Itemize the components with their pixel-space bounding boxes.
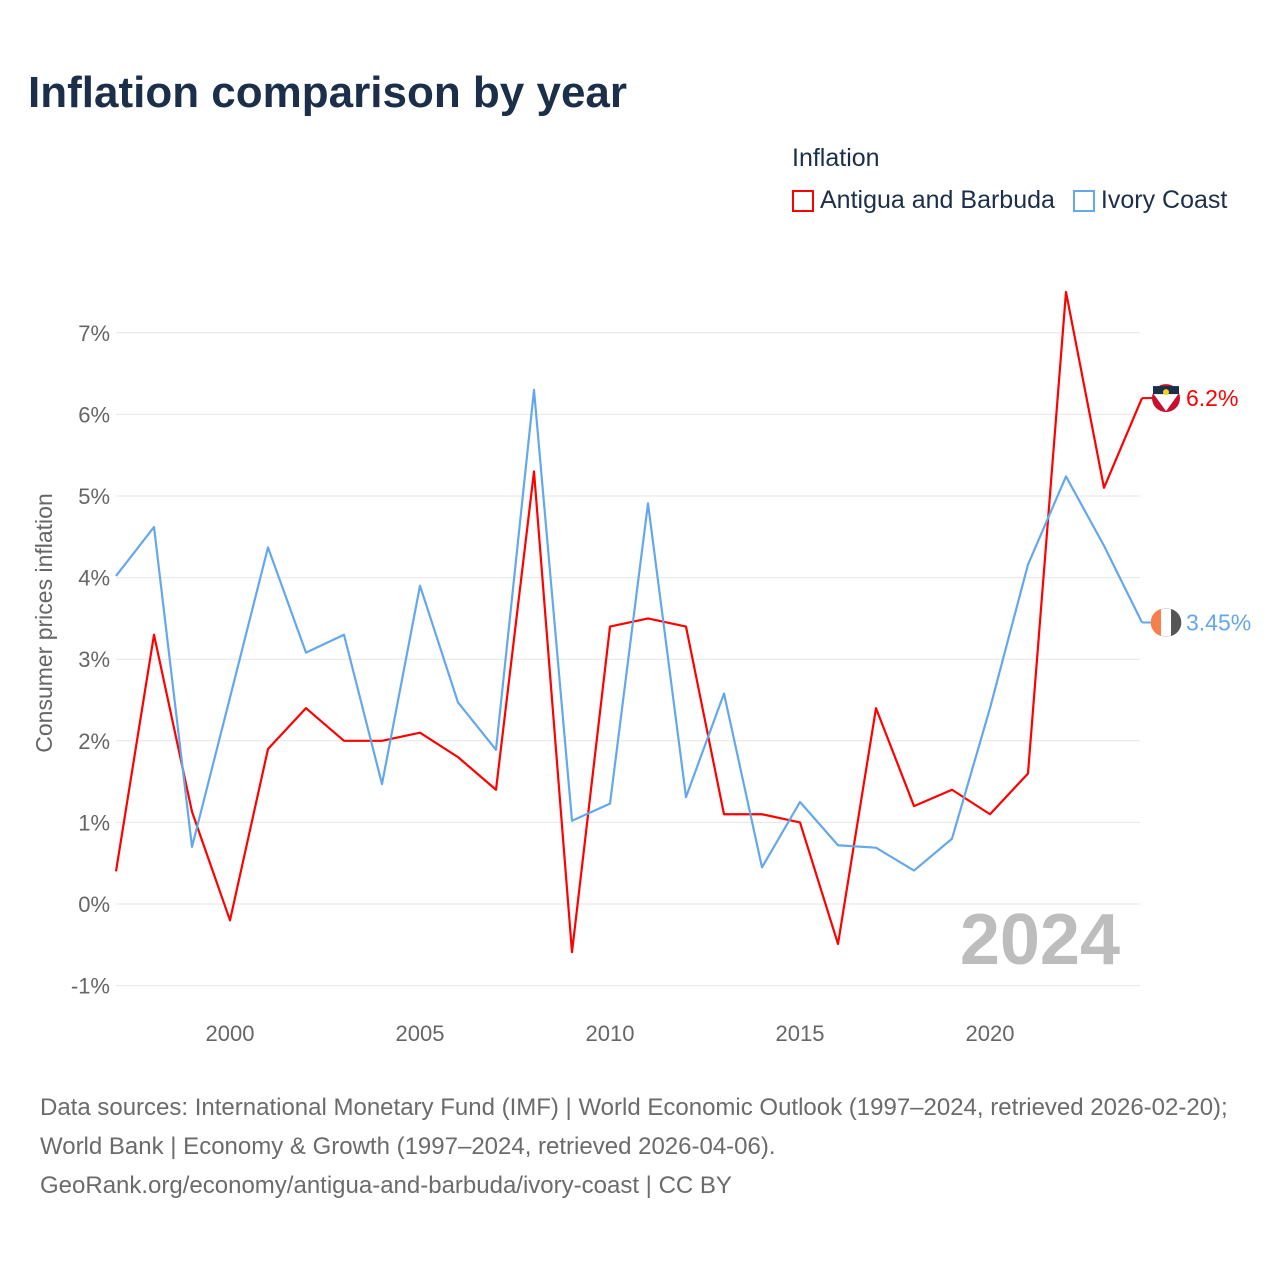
year-watermark: 2024 xyxy=(960,900,1120,980)
y-tick-label: 3% xyxy=(78,647,110,672)
series-line-antigua xyxy=(114,290,1144,954)
legend-swatch-ivory-coast xyxy=(1072,189,1095,212)
legend: Antigua and Barbuda Ivory Coast xyxy=(792,186,1227,215)
source-link[interactable]: GeoRank.org/economy/antigua-and-barbuda/… xyxy=(40,1172,732,1199)
end-value-label: 6.2% xyxy=(1186,385,1238,411)
legend-item-antigua[interactable]: Antigua and Barbuda xyxy=(792,186,1055,215)
y-tick-label: 2% xyxy=(78,729,110,754)
series-line-ivory-coast xyxy=(115,388,1143,872)
y-tick-label: 1% xyxy=(78,810,110,835)
legend-label: Ivory Coast xyxy=(1100,186,1228,214)
legend-item-ivory-coast[interactable]: Ivory Coast xyxy=(1072,186,1228,215)
y-axis-label: Consumer prices inflation xyxy=(31,493,57,753)
flag-ivory-coast-green xyxy=(1171,608,1182,636)
y-tick-label: 4% xyxy=(78,566,110,591)
legend-title: Inflation xyxy=(792,144,880,172)
flag-ivory-coast-orange xyxy=(1150,608,1161,636)
chart-title: Inflation comparison by year xyxy=(28,68,628,117)
legend-swatch-antigua xyxy=(792,189,814,212)
source-note: Data sources: International Monetary Fun… xyxy=(40,1088,1250,1205)
source-text: Data sources: International Monetary Fun… xyxy=(40,1094,1228,1160)
y-tick-label: 6% xyxy=(78,402,110,427)
x-tick-label: 2020 xyxy=(966,1021,1015,1046)
y-tick-label: -1% xyxy=(71,974,110,999)
y-tick-label: 5% xyxy=(78,484,110,509)
x-tick-label: 2005 xyxy=(396,1021,445,1046)
x-tick-label: 2000 xyxy=(206,1021,255,1046)
y-tick-label: 7% xyxy=(78,321,110,346)
y-tick-label: 0% xyxy=(78,892,110,917)
flag-antigua-sun xyxy=(1163,389,1169,396)
legend-label: Antigua and Barbuda xyxy=(820,186,1055,214)
end-value-label: 3.45% xyxy=(1186,609,1251,635)
flag-antigua-detail xyxy=(1153,393,1179,412)
x-tick-label: 2010 xyxy=(586,1021,635,1046)
x-tick-label: 2015 xyxy=(776,1021,825,1046)
